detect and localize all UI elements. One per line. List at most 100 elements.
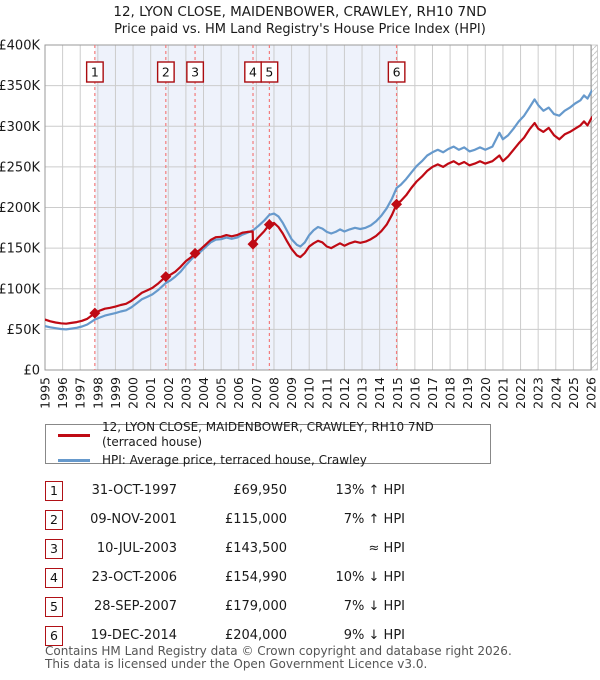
transaction-number: 2 bbox=[45, 509, 63, 530]
transaction-hpi-delta: 10% ↓ HPI bbox=[335, 570, 405, 585]
sale-markers bbox=[89, 198, 403, 319]
transaction-number: 6 bbox=[45, 625, 63, 646]
svg-text:2010: 2010 bbox=[302, 377, 317, 409]
svg-text:2014: 2014 bbox=[372, 377, 387, 409]
svg-text:3: 3 bbox=[191, 65, 199, 80]
svg-text:£50K: £50K bbox=[7, 323, 41, 338]
legend-row-property: 12, LYON CLOSE, MAIDENBOWER, CRAWLEY, RH… bbox=[46, 420, 490, 450]
svg-text:2018: 2018 bbox=[443, 377, 458, 409]
svg-text:2007: 2007 bbox=[249, 377, 264, 409]
transaction-date: 28-SEP-2007 bbox=[93, 599, 177, 614]
legend-property-label: 12, LYON CLOSE, MAIDENBOWER, CRAWLEY, RH… bbox=[102, 420, 434, 449]
transaction-hpi-delta: 13% ↑ HPI bbox=[335, 483, 405, 498]
transaction-hpi-delta: ≈ HPI bbox=[368, 541, 405, 556]
svg-text:2020: 2020 bbox=[478, 377, 493, 409]
svg-text:6: 6 bbox=[393, 65, 401, 80]
svg-text:2016: 2016 bbox=[407, 377, 422, 409]
svg-text:£250K: £250K bbox=[0, 160, 40, 175]
plot-border bbox=[44, 44, 592, 371]
svg-text:5: 5 bbox=[265, 65, 273, 80]
chart-legend: 12, LYON CLOSE, MAIDENBOWER, CRAWLEY, RH… bbox=[45, 420, 491, 467]
svg-text:2009: 2009 bbox=[284, 377, 299, 409]
transaction-date: 10-JUL-2003 bbox=[96, 541, 177, 556]
svg-text:2026: 2026 bbox=[584, 377, 599, 409]
transaction-row: 4 23-OCT-2006 £154,990 10% ↓ HPI bbox=[45, 563, 565, 592]
svg-text:£0: £0 bbox=[23, 364, 40, 379]
transactions-table: 1 31-OCT-1997 £69,950 13% ↑ HPI 2 09-NOV-2001… bbox=[45, 476, 565, 650]
svg-text:2023: 2023 bbox=[531, 377, 546, 409]
svg-text:1998: 1998 bbox=[90, 377, 105, 409]
legend-hpi-label: HPI: Average price, terraced house, Craw… bbox=[102, 453, 367, 467]
transaction-number: 1 bbox=[45, 480, 63, 501]
svg-text:2013: 2013 bbox=[355, 377, 370, 409]
transaction-row: 2 09-NOV-2001 £115,000 7% ↑ HPI bbox=[45, 505, 565, 534]
svg-text:2011: 2011 bbox=[319, 377, 334, 409]
hpi-line bbox=[45, 89, 592, 331]
svg-text:2008: 2008 bbox=[266, 377, 281, 409]
svg-text:1997: 1997 bbox=[73, 377, 88, 409]
future-hatch-strip bbox=[591, 44, 598, 371]
footer-line1: Contains HM Land Registry data © Crown c… bbox=[45, 644, 512, 658]
hpi-line-swatch bbox=[58, 459, 90, 462]
transaction-date: 19-DEC-2014 bbox=[90, 628, 177, 643]
svg-text:1996: 1996 bbox=[55, 377, 70, 409]
transaction-price: £69,950 bbox=[233, 483, 287, 498]
legend-row-hpi: HPI: Average price, terraced house, Craw… bbox=[46, 453, 490, 468]
svg-text:2006: 2006 bbox=[231, 377, 246, 409]
svg-text:£100K: £100K bbox=[0, 282, 40, 297]
svg-text:2017: 2017 bbox=[425, 377, 440, 409]
transaction-row: 5 28-SEP-2007 £179,000 7% ↓ HPI bbox=[45, 592, 565, 621]
transaction-price: £179,000 bbox=[224, 599, 287, 614]
transaction-number: 5 bbox=[45, 596, 63, 617]
sale-marker bbox=[89, 307, 101, 319]
svg-text:2021: 2021 bbox=[495, 377, 510, 409]
transaction-price: £204,000 bbox=[224, 628, 287, 643]
svg-text:£350K: £350K bbox=[0, 79, 40, 94]
page-title: 12, LYON CLOSE, MAIDENBOWER, CRAWLEY, RH… bbox=[113, 4, 487, 20]
svg-text:4: 4 bbox=[249, 65, 257, 80]
svg-text:£150K: £150K bbox=[0, 242, 40, 257]
transaction-date: 31-OCT-1997 bbox=[91, 483, 177, 498]
y-axis-labels: £0 £50K £100K £150K £200K £250K £300K £350K £400… bbox=[0, 39, 40, 379]
transaction-number: 4 bbox=[45, 567, 63, 588]
footer: Contains HM Land Registry data © Crown c… bbox=[45, 645, 585, 671]
transaction-hpi-delta: 9% ↓ HPI bbox=[343, 628, 405, 643]
x-axis-labels: 1995 1996 1997 1998 1999 2000 2001 2002 2003 2004… bbox=[38, 377, 599, 409]
price-line-swatch bbox=[58, 433, 90, 437]
svg-text:2000: 2000 bbox=[126, 377, 141, 409]
sale-marker bbox=[391, 198, 403, 210]
svg-text:2002: 2002 bbox=[161, 377, 176, 409]
transaction-price: £115,000 bbox=[224, 512, 287, 527]
svg-text:2003: 2003 bbox=[178, 377, 193, 409]
transaction-hpi-delta: 7% ↑ HPI bbox=[343, 512, 405, 527]
svg-text:2025: 2025 bbox=[566, 377, 581, 409]
transaction-hpi-delta: 7% ↓ HPI bbox=[343, 599, 405, 614]
svg-text:2004: 2004 bbox=[196, 377, 211, 409]
svg-text:2022: 2022 bbox=[513, 377, 528, 409]
price-history-chart: 1 2 3 4 5 6 £0 £50K £100K £150K £200K £250K £300K £35… bbox=[0, 39, 599, 409]
footer-line2: This data is licensed under the Open Gov… bbox=[45, 657, 428, 671]
page-subtitle: Price paid vs. HM Land Registry's House … bbox=[114, 22, 486, 37]
transaction-date: 23-OCT-2006 bbox=[91, 570, 177, 585]
svg-text:2019: 2019 bbox=[460, 377, 475, 409]
transaction-row: 1 31-OCT-1997 £69,950 13% ↑ HPI bbox=[45, 476, 565, 505]
svg-text:2001: 2001 bbox=[143, 377, 158, 409]
svg-text:£300K: £300K bbox=[0, 120, 40, 135]
transaction-date: 09-NOV-2001 bbox=[90, 512, 177, 527]
svg-text:2: 2 bbox=[162, 65, 170, 80]
price-line bbox=[45, 116, 592, 325]
svg-text:£200K: £200K bbox=[0, 201, 40, 216]
svg-text:2005: 2005 bbox=[214, 377, 229, 409]
transaction-number: 3 bbox=[45, 538, 63, 559]
sale-marker bbox=[247, 238, 259, 250]
svg-text:£400K: £400K bbox=[0, 39, 40, 54]
svg-text:1: 1 bbox=[91, 65, 99, 80]
sale-marker bbox=[263, 219, 275, 231]
sale-marker bbox=[189, 247, 201, 259]
transaction-price: £154,990 bbox=[224, 570, 287, 585]
transaction-price: £143,500 bbox=[224, 541, 287, 556]
svg-text:1999: 1999 bbox=[108, 377, 123, 409]
transaction-row: 3 10-JUL-2003 £143,500 ≈ HPI bbox=[45, 534, 565, 563]
